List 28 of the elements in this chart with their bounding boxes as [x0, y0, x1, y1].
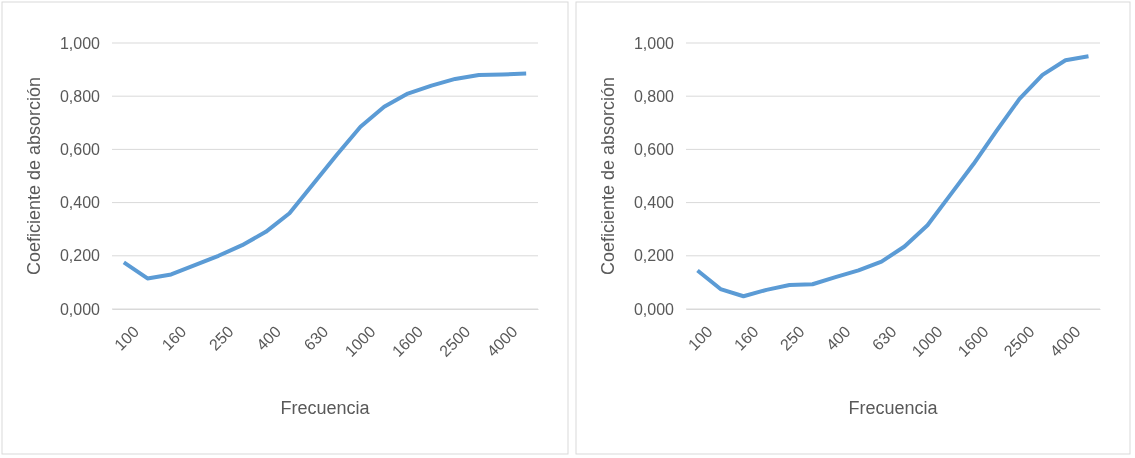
x-axis-title: Frecuencia: [848, 398, 939, 418]
y-tick-label: 0,400: [59, 194, 101, 212]
x-tick-label: 100: [684, 322, 716, 354]
x-tick-label: 400: [822, 322, 854, 354]
line-series: [695, 54, 1091, 299]
y-tick-label: 0,800: [633, 87, 675, 105]
line-series: [121, 71, 529, 281]
x-tick-label: 160: [730, 322, 762, 354]
x-tick-label: 250: [205, 322, 237, 354]
y-tick-label: 0,200: [59, 247, 101, 265]
x-tick-label: 100: [111, 322, 143, 354]
y-tick-label: 0,800: [59, 87, 101, 105]
y-tick-label: 0,000: [633, 300, 675, 318]
y-axis-title: Coeficiente de absorción: [24, 76, 44, 276]
y-tick-label: 0,200: [633, 247, 675, 265]
y-tick-label: 1,000: [633, 34, 675, 52]
y-tick-label: 0,400: [633, 194, 675, 212]
x-axis-title: Frecuencia: [280, 398, 371, 418]
y-axis-title: Coeficiente de absorción: [598, 76, 618, 276]
x-tick-label: 400: [253, 322, 285, 354]
y-tick-label: 1,000: [59, 34, 101, 52]
x-tick-label: 630: [868, 322, 900, 354]
x-tick-label: 250: [776, 322, 808, 354]
y-tick-label: 0,600: [633, 141, 675, 159]
y-tick-label: 0,000: [59, 300, 101, 318]
x-tick-label: 160: [158, 322, 190, 354]
y-tick-label: 0,600: [59, 141, 101, 159]
x-tick-label: 630: [300, 322, 332, 354]
